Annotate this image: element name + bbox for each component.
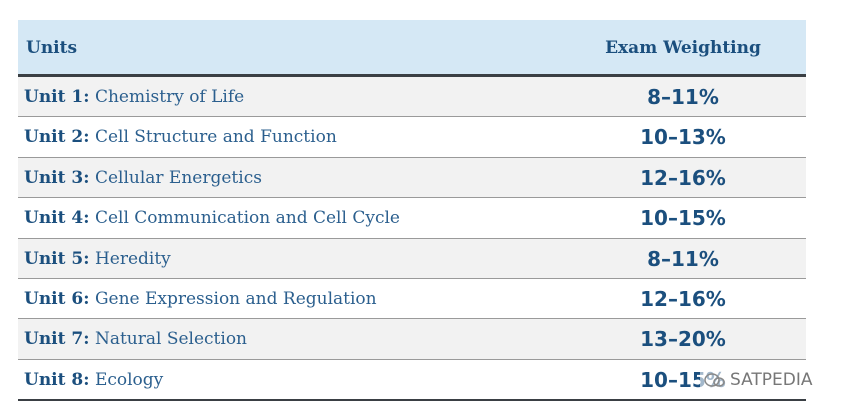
unit-name: Gene Expression and Regulation [94, 288, 377, 309]
weighting-cell: 12–16% [640, 165, 726, 190]
header-cell: Units [26, 38, 78, 58]
unit-cell: Unit 6: Gene Expression and Regulation [24, 289, 377, 309]
weighting-cell: 8–11% [647, 85, 719, 109]
unit-cell: Unit 4: Cell Communication and Cell Cycl… [24, 208, 400, 228]
watermark-icon [704, 373, 725, 387]
unit-cell: Unit 7: Natural Selection [24, 329, 247, 349]
table: Units Exam Weighting Unit 1: Chemistry o… [18, 20, 806, 402]
unit-name: Cellular Energetics [94, 167, 262, 188]
weighting-cell: 8–11% [647, 246, 719, 271]
unit-number: Unit 8: [24, 369, 90, 390]
table-row: Unit 4: Cell Communication and Cell Cycl… [18, 198, 806, 239]
watermark-text: SATPEDIA [730, 370, 813, 390]
unit-name: Heredity [94, 248, 171, 269]
unit-name: Ecology [94, 369, 164, 390]
unit-number: Unit 2: [24, 127, 90, 148]
table-row: Unit 8: Ecology 10–15% [18, 360, 806, 402]
table-row: Unit 3: Cellular Energetics 12–16% [18, 157, 806, 199]
weighting-cell: 10–13% [640, 125, 726, 150]
unit-number: Unit 4: [24, 208, 90, 229]
unit-name: Chemistry of Life [94, 87, 245, 107]
unit-name: Cell Structure and Function [94, 127, 337, 148]
watermark: SATPEDIA [700, 370, 817, 390]
unit-number: Unit 3: [24, 167, 90, 188]
table-row: Unit 7: Natural Selection 13–20% [18, 319, 806, 360]
table-row: Unit 1: Chemistry of Life 8–11% [18, 77, 806, 118]
table-row: Unit 5: Heredity 8–11% [18, 238, 806, 279]
unit-name: Cell Communication and Cell Cycle [94, 208, 400, 229]
unit-number: Unit 7: [24, 329, 90, 350]
table-row: Unit 6: Gene Expression and Regulation 12… [18, 279, 806, 320]
weighting-cell: 10–15% [640, 206, 726, 231]
header-cell: Exam Weighting [605, 38, 761, 58]
unit-cell: Unit 5: Heredity [24, 249, 171, 269]
unit-number: Unit 1: [24, 87, 90, 107]
unit-name: Natural Selection [94, 329, 248, 350]
unit-number: Unit 6: [24, 288, 90, 309]
unit-cell: Unit 2: Cell Structure and Function [24, 127, 337, 147]
unit-cell: Unit 8: Ecology [24, 370, 163, 390]
table-body: Unit 1: Chemistry of Life 8–11% Unit 2: Ce… [18, 77, 806, 402]
unit-cell: Unit 1: Chemistry of Life [24, 87, 244, 107]
unit-number: Unit 5: [24, 248, 90, 269]
table-header: Units Exam Weighting [18, 20, 806, 77]
weighting-cell: 13–20% [640, 327, 726, 352]
table-row: Unit 2: Cell Structure and Function 10–13… [18, 117, 806, 158]
unit-cell: Unit 3: Cellular Energetics [24, 168, 262, 188]
weighting-cell: 12–16% [640, 286, 726, 311]
